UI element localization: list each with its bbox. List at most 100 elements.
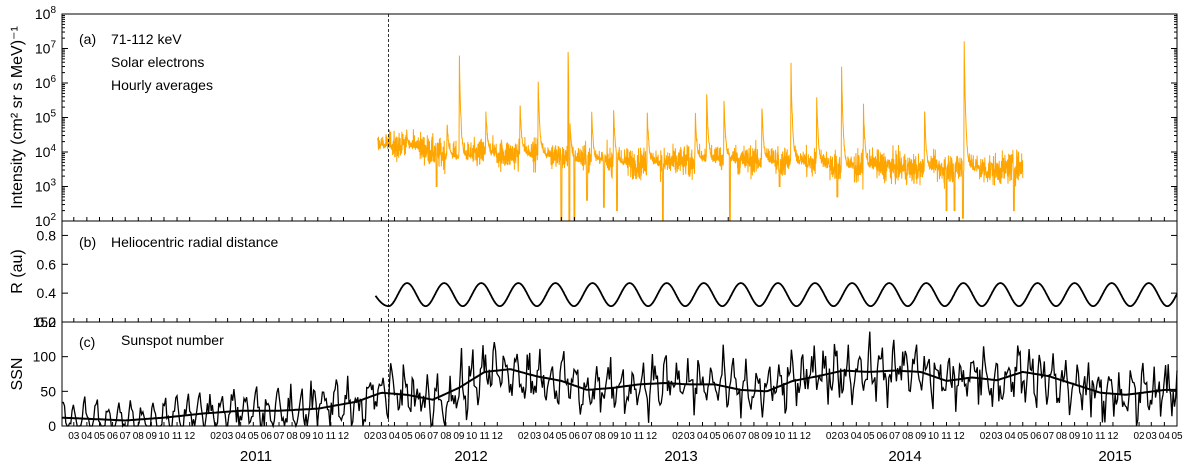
x-month-label: 08 [133, 431, 145, 442]
x-month-label: 03 [376, 431, 388, 442]
y-tick-label: 0.8 [37, 227, 57, 243]
x-month-label: 06 [261, 431, 273, 442]
x-month-label: 09 [146, 431, 158, 442]
x-month-label: 08 [1056, 431, 1068, 442]
x-month-label: 05 [863, 431, 875, 442]
x-month-label: 02 [672, 431, 684, 442]
annotation-text: Solar electrons [111, 54, 204, 70]
y-tick-label: 107 [35, 40, 57, 57]
x-month-label: 11 [172, 431, 183, 442]
x-month-label: 03 [68, 431, 80, 442]
x-month-label: 12 [338, 431, 350, 442]
y-tick-label: 0.4 [37, 285, 57, 301]
x-month-label: 03 [992, 431, 1004, 442]
x-month-label: 12 [954, 431, 966, 442]
x-month-label: 06 [1030, 431, 1042, 442]
x-month-label: 04 [235, 431, 247, 442]
sunspot-smoothed-line [61, 368, 1177, 422]
x-month-label: 11 [941, 431, 952, 442]
y-tick-label: 0.2 [37, 314, 57, 330]
x-month-label: 08 [748, 431, 760, 442]
x-month-label: 08 [595, 431, 607, 442]
x-month-label: 02 [980, 431, 992, 442]
x-month-label: 12 [184, 431, 196, 442]
x-month-label: 03 [838, 431, 850, 442]
x-month-label: 09 [300, 431, 312, 442]
x-month-label: 06 [569, 431, 581, 442]
x-month-label: 05 [94, 431, 106, 442]
x-month-label: 03 [530, 431, 542, 442]
x-month-label: 05 [402, 431, 414, 442]
annotation-text: Hourly averages [111, 77, 213, 93]
x-month-label: 04 [81, 431, 93, 442]
x-month-label: 11 [479, 431, 490, 442]
x-year-label: 2011 [240, 448, 272, 465]
x-month-label: 08 [440, 431, 452, 442]
x-month-label: 04 [851, 431, 863, 442]
x-month-label: 04 [1005, 431, 1017, 442]
panel-label: (a) [79, 31, 96, 47]
x-month-label: 09 [761, 431, 773, 442]
x-month-label: 05 [1171, 431, 1183, 442]
y-tick-label: 150 [33, 314, 57, 330]
x-month-label: 06 [415, 431, 427, 442]
x-month-label: 12 [800, 431, 812, 442]
x-year-label: 2014 [888, 448, 921, 465]
x-month-label: 10 [774, 431, 786, 442]
x-month-label: 11 [634, 431, 645, 442]
x-month-label: 10 [1082, 431, 1094, 442]
x-month-label: 12 [646, 431, 658, 442]
x-month-label: 02 [1134, 431, 1146, 442]
sunspot-daily-line [61, 331, 1178, 429]
x-month-label: 12 [492, 431, 504, 442]
x-month-label: 12 [1107, 431, 1119, 442]
y-tick-label: 0 [48, 418, 56, 434]
x-month-label: 04 [697, 431, 709, 442]
x-month-label: 08 [902, 431, 914, 442]
x-month-label: 03 [222, 431, 234, 442]
x-month-label: 10 [466, 431, 478, 442]
panel-a-intensity: 102 103 104 105 106 107 108 Intensity (cm² sr s… [9, 5, 1178, 229]
y-axis-label: SSN [9, 358, 26, 391]
y-axis-label: Intensity (cm² sr s MeV)⁻¹ [9, 26, 26, 209]
x-month-label: 06 [876, 431, 888, 442]
x-month-label: 07 [581, 431, 593, 442]
x-month-label: 07 [889, 431, 901, 442]
x-month-label: 07 [273, 431, 285, 442]
y-tick-label: 104 [35, 143, 57, 160]
x-year-label: 2013 [664, 448, 697, 465]
y-tick-label: 102 [35, 212, 57, 229]
y-tick-label: 108 [35, 5, 57, 22]
x-month-label: 10 [928, 431, 940, 442]
y-tick-label: 105 [35, 109, 57, 126]
x-month-label: 10 [312, 431, 324, 442]
y-tick-label: 0.6 [37, 256, 57, 272]
y-axis-label: R (au) [9, 249, 26, 293]
x-month-label: 04 [1159, 431, 1171, 442]
panel-label: (b) [79, 234, 96, 250]
x-month-label: 04 [389, 431, 401, 442]
y-tick-label: 106 [35, 74, 57, 91]
x-month-label: 06 [723, 431, 735, 442]
annotation-text: Sunspot number [121, 332, 224, 348]
radial-distance-line [374, 282, 1178, 308]
panel-label: (c) [79, 334, 95, 350]
x-month-label: 09 [915, 431, 927, 442]
x-month-label: 07 [1043, 431, 1055, 442]
x-axis: 03 04 05 06 07 08 09 10 11 12 02 03 04 05 06 07 08 09 10 11… [68, 217, 1183, 465]
panel-b-radial-distance: 0.2 0.4 0.6 0.8 R (au) (b) Heliocentric radial… [9, 220, 1178, 330]
intensity-series-line [377, 41, 1024, 222]
x-month-label: 03 [684, 431, 696, 442]
x-month-label: 07 [735, 431, 747, 442]
x-month-label: 08 [287, 431, 299, 442]
panel-a-frame [61, 13, 1178, 222]
x-month-label: 02 [210, 431, 222, 442]
y-tick-label: 103 [35, 178, 57, 195]
x-month-label: 05 [248, 431, 260, 442]
x-month-label: 10 [620, 431, 632, 442]
x-month-label: 05 [710, 431, 722, 442]
y-tick-label: 100 [33, 349, 57, 365]
x-month-label: 02 [826, 431, 838, 442]
x-month-label: 11 [787, 431, 798, 442]
